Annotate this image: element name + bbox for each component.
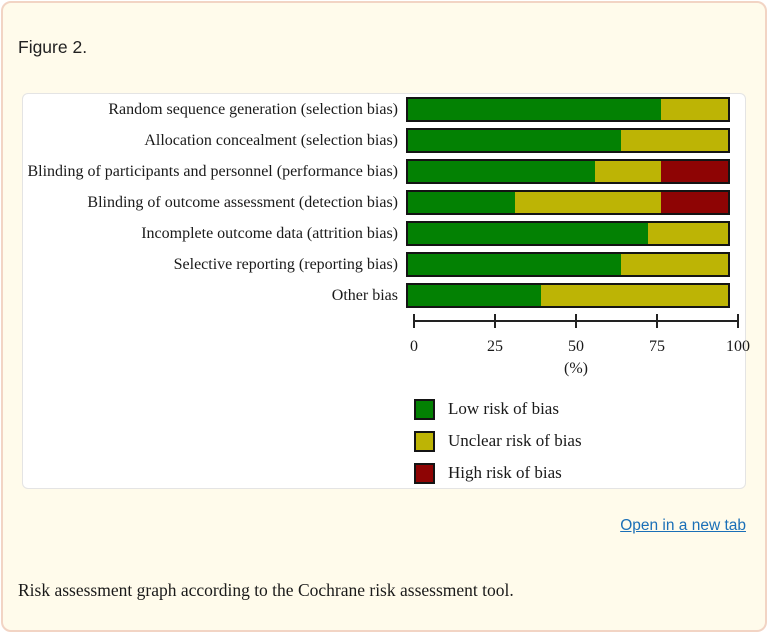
bar-label: Allocation concealment (selection bias) xyxy=(144,132,398,149)
legend-item-low-risk-of-bias: Low risk of bias xyxy=(414,398,745,420)
axis-tick-label: 0 xyxy=(410,338,418,355)
legend-item-high-risk-of-bias: High risk of bias xyxy=(414,462,745,484)
bar-segment-low-risk-of-bias xyxy=(408,285,542,306)
bar-segment-low-risk-of-bias xyxy=(408,99,662,120)
axis-tick-label: 75 xyxy=(649,338,665,355)
bar-segment-unclear-risk-of-bias xyxy=(648,223,728,244)
bar-segment-low-risk-of-bias xyxy=(408,192,515,213)
bar-segment-high-risk-of-bias xyxy=(661,192,728,213)
bar-row: Allocation concealment (selection bias) xyxy=(23,128,745,153)
bar-row: Selective reporting (reporting bias) xyxy=(23,252,745,277)
bar-segment-unclear-risk-of-bias xyxy=(541,285,728,306)
figure-panel: Random sequence generation (selection bi… xyxy=(22,93,750,489)
axis-tick xyxy=(656,314,658,328)
stacked-bar xyxy=(406,190,730,215)
x-axis-unit-label: (%) xyxy=(564,360,588,377)
bar-segment-unclear-risk-of-bias xyxy=(621,254,728,275)
axis-tick-label: 100 xyxy=(726,338,750,355)
bar-label: Selective reporting (reporting bias) xyxy=(173,256,398,273)
axis-tick-label: 50 xyxy=(568,338,584,355)
bar-row: Random sequence generation (selection bi… xyxy=(23,97,745,122)
axis-tick-label: 25 xyxy=(487,338,503,355)
chart-legend: Low risk of bias Unclear risk of bias High… xyxy=(414,398,745,484)
legend-label: Low risk of bias xyxy=(448,399,559,418)
bar-segment-low-risk-of-bias xyxy=(408,130,622,151)
bar-segment-unclear-risk-of-bias xyxy=(621,130,728,151)
axis-tick xyxy=(413,314,415,328)
axis-tick xyxy=(737,314,739,328)
axis-tick xyxy=(575,314,577,328)
x-axis-tick-labels: 0 25 50 75 100 xyxy=(410,338,750,356)
stacked-bar xyxy=(406,252,730,277)
figure-title: Figure 2. xyxy=(18,37,88,57)
risk-of-bias-chart: Random sequence generation (selection bi… xyxy=(23,94,750,484)
x-axis: 0 25 50 75 100 (%) xyxy=(410,314,750,379)
stacked-bar xyxy=(406,97,730,122)
bar-segment-low-risk-of-bias xyxy=(408,161,595,182)
link-row: Open in a new tab xyxy=(22,517,746,535)
legend-label: Unclear risk of bias xyxy=(448,431,582,450)
bar-label: Blinding of participants and personnel (… xyxy=(27,163,398,180)
bar-segment-low-risk-of-bias xyxy=(408,254,622,275)
axis-tick xyxy=(494,314,496,328)
legend-swatch xyxy=(414,398,435,420)
bar-label: Blinding of outcome assessment (detectio… xyxy=(87,194,398,211)
legend-swatch xyxy=(414,430,435,452)
bar-segment-unclear-risk-of-bias xyxy=(514,192,662,213)
figure-caption: Risk assessment graph according to the C… xyxy=(18,580,514,600)
bar-label: Other bias xyxy=(331,287,398,304)
bar-segment-high-risk-of-bias xyxy=(661,161,728,182)
stacked-bar xyxy=(406,221,730,246)
bar-row: Blinding of outcome assessment (detectio… xyxy=(23,190,745,215)
bar-label: Random sequence generation (selection bi… xyxy=(108,101,398,118)
bar-segment-low-risk-of-bias xyxy=(408,223,648,244)
stacked-bar xyxy=(406,159,730,184)
open-in-new-tab-link[interactable]: Open in a new tab xyxy=(620,517,746,534)
chart-rows: Random sequence generation (selection bi… xyxy=(23,97,745,308)
legend-item-unclear-risk-of-bias: Unclear risk of bias xyxy=(414,430,745,452)
bar-row: Blinding of participants and personnel (… xyxy=(23,159,745,184)
bar-segment-unclear-risk-of-bias xyxy=(594,161,662,182)
bar-label: Incomplete outcome data (attrition bias) xyxy=(141,225,398,242)
legend-swatch xyxy=(414,462,435,484)
legend-label: High risk of bias xyxy=(448,463,562,482)
bar-row: Incomplete outcome data (attrition bias) xyxy=(23,221,745,246)
bar-row: Other bias xyxy=(23,283,745,308)
stacked-bar xyxy=(406,128,730,153)
bar-segment-unclear-risk-of-bias xyxy=(661,99,728,120)
stacked-bar xyxy=(406,283,730,308)
x-axis-line-area xyxy=(413,314,739,328)
